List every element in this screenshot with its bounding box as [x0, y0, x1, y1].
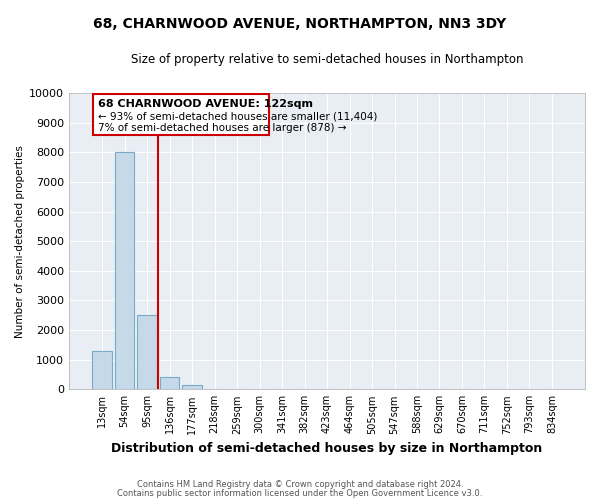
Text: 68 CHARNWOOD AVENUE: 122sqm: 68 CHARNWOOD AVENUE: 122sqm	[98, 98, 313, 108]
Text: 68, CHARNWOOD AVENUE, NORTHAMPTON, NN3 3DY: 68, CHARNWOOD AVENUE, NORTHAMPTON, NN3 3…	[94, 18, 506, 32]
Bar	[182, 385, 202, 390]
Bar	[160, 378, 179, 390]
X-axis label: Distribution of semi-detached houses by size in Northampton: Distribution of semi-detached houses by …	[112, 442, 542, 455]
Y-axis label: Number of semi-detached properties: Number of semi-detached properties	[15, 144, 25, 338]
Bar	[115, 152, 134, 390]
Bar	[92, 351, 112, 390]
Text: ← 93% of semi-detached houses are smaller (11,404): ← 93% of semi-detached houses are smalle…	[98, 112, 377, 122]
Title: Size of property relative to semi-detached houses in Northampton: Size of property relative to semi-detach…	[131, 52, 523, 66]
Text: Contains HM Land Registry data © Crown copyright and database right 2024.: Contains HM Land Registry data © Crown c…	[137, 480, 463, 489]
FancyBboxPatch shape	[93, 94, 269, 135]
Bar	[137, 315, 157, 390]
Text: 7% of semi-detached houses are larger (878) →: 7% of semi-detached houses are larger (8…	[98, 124, 346, 134]
Text: Contains public sector information licensed under the Open Government Licence v3: Contains public sector information licen…	[118, 489, 482, 498]
